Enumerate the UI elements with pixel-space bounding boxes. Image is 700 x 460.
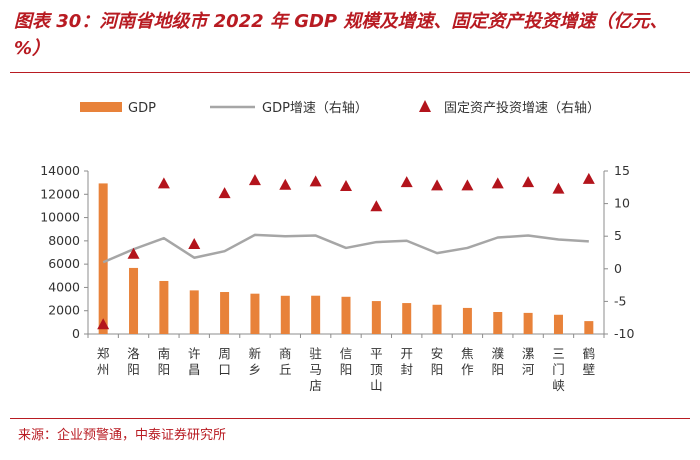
left-tick-label: 6000 (48, 256, 80, 271)
right-tick-label: 0 (614, 261, 622, 276)
investment-growth-marker (188, 238, 201, 250)
right-tick-label: 5 (614, 228, 622, 243)
gdp-bar (98, 183, 108, 334)
gdp-bar (432, 304, 442, 334)
title-divider (10, 72, 690, 73)
left-tick-label: 8000 (48, 233, 80, 248)
gdp-bar (129, 267, 139, 334)
gdp-growth-line (102, 233, 589, 264)
category-label: 三门峡 (552, 346, 565, 393)
category-label: 焦作 (461, 346, 474, 377)
gdp-bar (523, 312, 533, 334)
investment-growth-marker (279, 178, 292, 190)
gdp-bar (371, 301, 381, 334)
investment-growth-marker (461, 179, 474, 191)
gdp-bar (280, 295, 290, 334)
left-tick-label: 14000 (40, 163, 80, 178)
investment-growth-marker (127, 247, 140, 259)
category-label: 新乡 (249, 346, 262, 377)
category-label: 周口 (218, 346, 231, 377)
right-tick-label: 15 (614, 163, 630, 178)
investment-growth-marker (248, 174, 261, 186)
investment-growth-marker (157, 177, 170, 189)
investment-growth-marker (582, 172, 595, 184)
investment-growth-marker (309, 175, 322, 187)
category-label: 平顶山 (370, 346, 383, 393)
legend-gdp-label: GDP (128, 101, 156, 116)
gdp-bars (98, 183, 594, 334)
legend-invest-swatch (419, 100, 431, 112)
gdp-bar (159, 280, 169, 334)
investment-growth-marker (522, 176, 535, 188)
investment-growth-marker (218, 187, 231, 199)
investment-growth-marker (340, 179, 352, 191)
source-divider (10, 418, 690, 419)
category-label: 商丘 (279, 346, 292, 377)
investment-growth-marker (431, 179, 444, 191)
chart-canvas: GDP GDP增速（右轴） 固定资产投资增速（右轴） 0 2000 4000 6000 80… (40, 100, 634, 393)
gdp-bar (553, 314, 563, 334)
left-tick-label: 0 (72, 326, 80, 341)
legend-gdp-swatch (80, 102, 122, 112)
gdp-bar (189, 290, 199, 334)
left-tick-label: 4000 (48, 279, 80, 294)
chart-title: 图表 30：河南省地级市 2022 年 GDP 规模及增速、固定资产投资增速（亿… (14, 11, 668, 59)
gdp-bar (250, 293, 260, 334)
category-label: 驻马店 (309, 346, 322, 393)
gdp-bar (493, 312, 503, 334)
gdp-growth-polyline (102, 233, 589, 264)
investment-growth-marker (552, 182, 565, 194)
right-tick-label: -10 (614, 326, 634, 341)
category-label: 郑州 (97, 346, 110, 377)
left-tick-label: 2000 (48, 303, 80, 318)
category-label: 洛阳 (127, 346, 140, 377)
right-tick-label: -5 (614, 293, 626, 308)
gdp-bar (402, 303, 412, 334)
left-tick-label: 12000 (40, 186, 80, 201)
category-label: 安阳 (431, 346, 444, 377)
investment-growth-marker (491, 177, 504, 189)
category-label: 濮阳 (492, 346, 505, 377)
investment-growth-marker (400, 176, 413, 188)
left-tick-label: 10000 (40, 210, 80, 225)
gdp-bar (220, 292, 230, 334)
gdp-bar (311, 295, 321, 334)
category-label: 南阳 (158, 346, 171, 377)
category-label: 漯河 (522, 346, 535, 377)
investment-growth-marker (370, 200, 383, 212)
right-tick-label: 10 (614, 196, 630, 211)
category-label: 鹤壁 (583, 346, 596, 377)
category-label: 许昌 (188, 346, 201, 377)
gdp-bar (584, 321, 594, 334)
category-label: 信阳 (340, 346, 353, 377)
investment-growth-markers (97, 172, 595, 330)
investment-growth-marker (97, 318, 110, 330)
legend-growth-label: GDP增速（右轴） (262, 101, 368, 116)
legend: GDP GDP增速（右轴） 固定资产投资增速（右轴） (80, 100, 600, 116)
source-note: 来源：企业预警通，中泰证券研究所 (18, 428, 227, 443)
gdp-bar (462, 307, 472, 334)
category-label: 开封 (400, 346, 413, 377)
legend-invest-label: 固定资产投资增速（右轴） (444, 100, 600, 116)
gdp-bar (341, 296, 351, 334)
